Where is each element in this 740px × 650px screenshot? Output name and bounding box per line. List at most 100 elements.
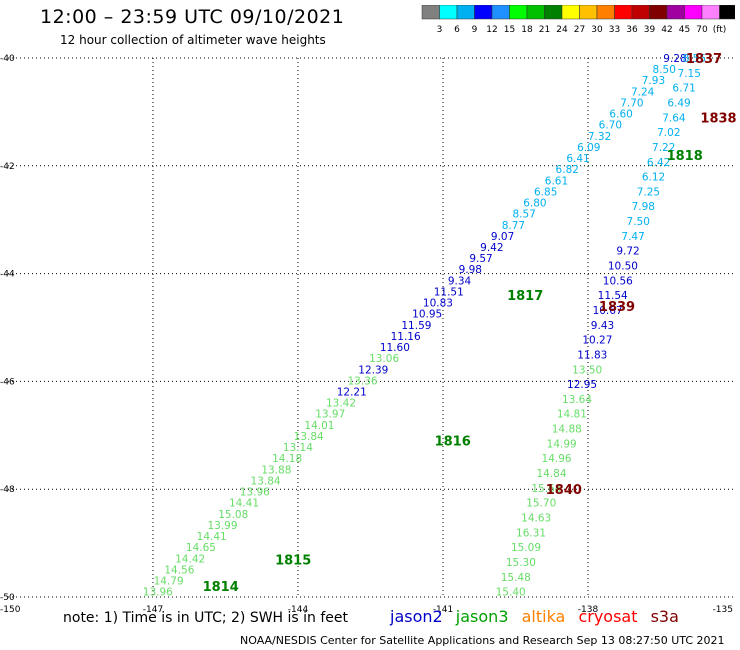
wave-height-value: 7.02 xyxy=(657,127,680,139)
y-tick-label: -48 xyxy=(0,485,15,495)
wave-height-value: 10.95 xyxy=(412,309,442,321)
wave-height-value: 6.85 xyxy=(534,186,557,198)
wave-height-value: 10.67 xyxy=(593,305,623,317)
wave-height-value: 9.34 xyxy=(448,275,472,287)
wave-height-value: 13.96 xyxy=(240,487,270,499)
colorbar-label: 42 xyxy=(661,25,672,35)
wave-height-value: 9.43 xyxy=(591,320,614,332)
orbit-number-label: 1838 xyxy=(700,111,736,126)
wave-height-value: 13.36 xyxy=(348,375,378,387)
wave-height-value: 6.61 xyxy=(545,175,568,187)
colorbar-label: 33 xyxy=(609,25,620,35)
wave-height-value: 7.15 xyxy=(678,68,701,80)
wave-height-value: 10.83 xyxy=(423,298,453,310)
wave-height-value: 6.09 xyxy=(577,142,600,154)
satellite-label-altika: altika xyxy=(521,607,566,626)
colorbar-label: 6 xyxy=(454,25,460,35)
wave-height-value: 11.60 xyxy=(380,342,410,354)
wave-height-value: 7.24 xyxy=(631,86,655,98)
wave-height-value: 6.70 xyxy=(599,120,622,132)
colorbar-label: (ft) xyxy=(713,25,727,35)
wave-height-value: 13.96 xyxy=(143,587,173,599)
orbit-number-label: 1840 xyxy=(546,483,582,498)
orbit-number-label: 1818 xyxy=(667,149,703,164)
wave-height-value: 13.42 xyxy=(326,398,356,410)
page-title: 12:00 – 23:59 UTC 09/10/2021 xyxy=(40,6,345,28)
wave-height-value: 12.21 xyxy=(337,387,367,399)
colorbar-label: 70 xyxy=(696,25,708,35)
orbit-number-label: 1839 xyxy=(599,300,635,315)
wave-height-value: 6.60 xyxy=(609,109,632,121)
wave-height-value: 10.27 xyxy=(582,335,612,347)
colorbar-label: 21 xyxy=(539,25,550,35)
wave-height-value: 13.99 xyxy=(207,520,237,532)
wave-height-value: 15.48 xyxy=(501,572,531,584)
wave-height-value: 7.47 xyxy=(621,231,644,243)
x-tick-label: -138 xyxy=(578,605,599,615)
wave-height-value: 14.63 xyxy=(521,512,551,524)
wave-height-value: 14.56 xyxy=(164,564,194,576)
satellite-label-jason3: jason3 xyxy=(455,607,509,626)
wave-height-value: 9.28 xyxy=(663,53,686,65)
x-tick-label: -144 xyxy=(288,605,309,615)
wave-height-value: 6.82 xyxy=(556,164,579,176)
orbit-number-label: 1814 xyxy=(203,580,239,595)
wave-height-value: 11.83 xyxy=(577,349,607,361)
wave-height-value: 12.95 xyxy=(567,379,597,391)
wave-height-value: 14.81 xyxy=(557,409,587,421)
x-tick-label: -135 xyxy=(713,605,733,615)
wave-height-value: 7.32 xyxy=(588,131,611,143)
colorbar-label: 18 xyxy=(521,25,533,35)
page-subtitle: 12 hour collection of altimeter wave hei… xyxy=(60,33,326,47)
y-tick-label: -50 xyxy=(0,593,15,603)
satellite-label-cryosat: cryosat xyxy=(578,607,638,626)
wave-height-value: 8.50 xyxy=(653,64,676,76)
wave-height-value: 14.88 xyxy=(552,424,582,436)
wave-height-value: 7.64 xyxy=(662,112,686,124)
satellite-legend: jason2 jason3 altika cryosat s3a xyxy=(390,607,687,626)
wave-height-value: 11.16 xyxy=(391,331,421,343)
wave-height-value: 15.09 xyxy=(511,542,541,554)
wave-height-value: 14.96 xyxy=(542,453,572,465)
color-scale-legend: 3 6 9 12 15 18 21 24 27 30 33 36 39 42 45 70 (ft) xyxy=(421,5,735,35)
wave-height-value: 8.55 xyxy=(683,53,706,65)
wave-height-value: 15.40 xyxy=(496,587,526,599)
satellite-label-jason2: jason2 xyxy=(390,607,443,626)
wave-height-value: 8.57 xyxy=(512,209,535,221)
y-tick-label: -44 xyxy=(0,270,15,280)
orbit-number-label: 1815 xyxy=(275,553,311,568)
wave-height-value: 14.65 xyxy=(186,542,216,554)
wave-height-value: 6.42 xyxy=(647,157,670,169)
wave-height-value: 14.79 xyxy=(154,575,184,587)
orbit-number-label: 1837 xyxy=(686,52,722,67)
wave-height-value: 14.01 xyxy=(304,420,334,432)
wave-height-value: 15.64 xyxy=(531,483,561,495)
y-tick-label: -42 xyxy=(0,162,15,172)
wave-height-value: 7.70 xyxy=(620,97,643,109)
footer-note: note: 1) Time is in UTC; 2) SWH is in fe… xyxy=(63,610,349,626)
x-tick-label: -150 xyxy=(0,605,21,615)
wave-height-value: 15.70 xyxy=(526,498,556,510)
wave-height-value: 6.49 xyxy=(667,97,690,109)
wave-height-value: 10.56 xyxy=(603,275,633,287)
colorbar-label: 24 xyxy=(556,25,568,35)
wave-height-value: 6.12 xyxy=(642,172,665,184)
wave-height-value: 11.54 xyxy=(598,290,628,302)
colorbar-label: 30 xyxy=(591,25,603,35)
wave-height-value: 14.18 xyxy=(272,453,302,465)
wave-height-value: 13.84 xyxy=(294,431,324,443)
wave-height-value: 14.84 xyxy=(536,468,566,480)
wave-height-value: 13.84 xyxy=(251,475,281,487)
x-tick-label: -141 xyxy=(433,605,453,615)
colorbar-swatch xyxy=(719,5,735,20)
y-tick-label: -40 xyxy=(0,54,15,64)
colorbar-label: 15 xyxy=(504,25,515,35)
orbit-number-label: 1817 xyxy=(507,289,543,304)
wave-height-value: 9.72 xyxy=(616,246,639,258)
wave-height-value: 13.14 xyxy=(283,442,313,454)
wave-height-value: 7.25 xyxy=(637,186,660,198)
wave-height-value: 6.71 xyxy=(672,83,695,95)
wave-height-value: 15.30 xyxy=(506,557,536,569)
wave-height-value: 7.93 xyxy=(642,75,665,87)
